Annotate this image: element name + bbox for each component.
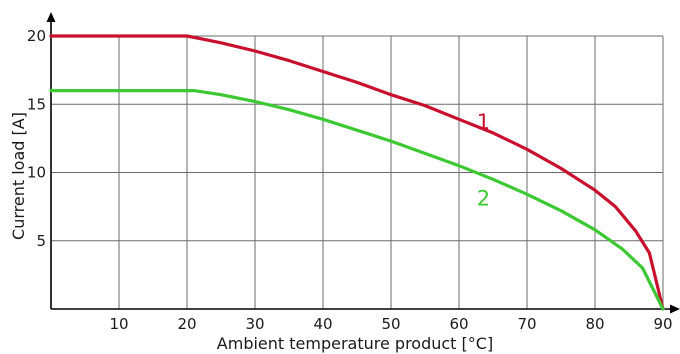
- y-axis-title: Current load [A]: [9, 112, 28, 240]
- x-tick-label: 30: [245, 315, 264, 333]
- y-tick-label: 15: [27, 95, 46, 113]
- x-tick-labels: 10 20 30 40 50 60 70 80 90: [109, 315, 672, 333]
- x-axis-arrow: [670, 304, 680, 314]
- x-tick-label: 50: [381, 315, 400, 333]
- x-tick-label: 60: [449, 315, 468, 333]
- x-tick-label: 70: [517, 315, 536, 333]
- y-tick-labels: 5 10 15 20: [27, 27, 46, 250]
- x-tick-label: 40: [313, 315, 332, 333]
- x-tick-label: 90: [653, 315, 672, 333]
- y-tick-label: 20: [27, 27, 46, 45]
- x-tick-label: 10: [109, 315, 128, 333]
- series-1-label: 1: [477, 110, 490, 134]
- series: 12: [49, 34, 665, 311]
- series-2-label: 2: [477, 186, 490, 210]
- y-tick-label: 5: [36, 232, 46, 250]
- y-axis-arrow: [46, 12, 56, 22]
- x-tick-label: 80: [585, 315, 604, 333]
- series-2-line: [49, 89, 665, 311]
- x-tick-label: 20: [177, 315, 196, 333]
- series-1-line: [49, 34, 665, 311]
- axes: [46, 12, 680, 314]
- grid: [51, 35, 664, 309]
- x-axis-title: Ambient temperature product [°C]: [217, 334, 493, 353]
- y-tick-label: 10: [27, 164, 46, 182]
